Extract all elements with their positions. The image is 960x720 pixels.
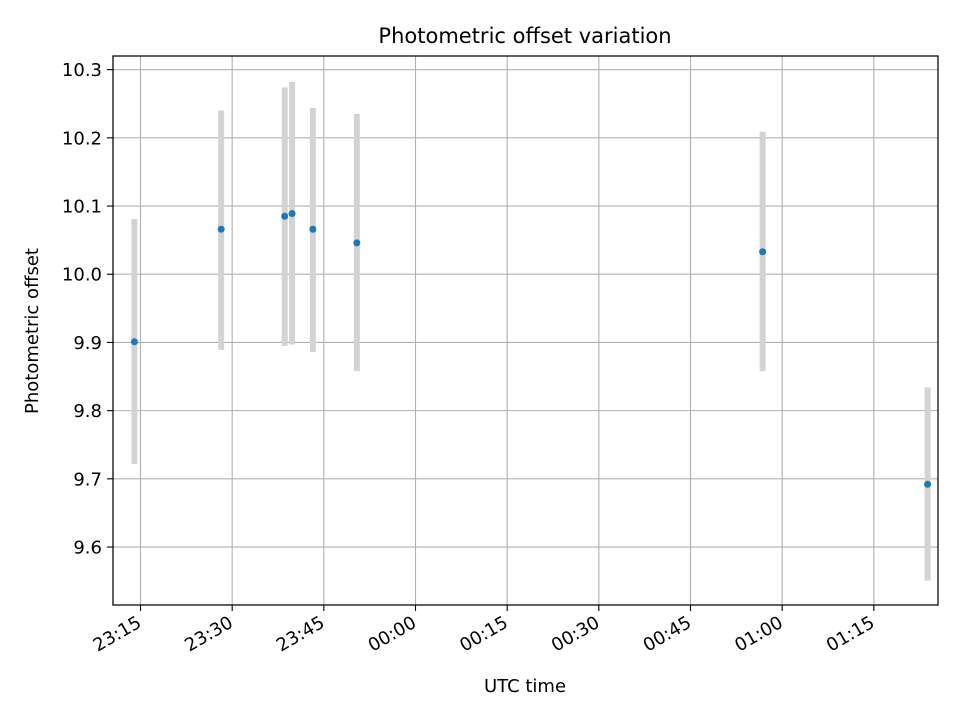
data-point — [130, 338, 138, 346]
x-axis-label: UTC time — [484, 676, 566, 697]
y-tick-label: 10.1 — [62, 197, 102, 218]
plot-frame — [112, 55, 939, 606]
data-point — [281, 212, 289, 220]
y-axis-ticks: 9.6 9.7 9.8 9.9 10.0 10.1 10.2 10.3 — [62, 60, 113, 559]
grid-lines — [113, 56, 938, 605]
chart-title: Photometric offset variation — [378, 24, 671, 48]
data-point — [288, 210, 296, 218]
y-tick-label: 9.7 — [73, 469, 102, 490]
y-tick-label: 9.8 — [73, 401, 102, 422]
y-tick-label: 9.9 — [73, 333, 102, 354]
data-point — [217, 225, 225, 233]
data-point — [759, 248, 767, 256]
y-tick-label: 10.0 — [62, 265, 102, 286]
data-point — [309, 225, 317, 233]
data-point — [924, 480, 932, 488]
y-tick-label: 10.2 — [62, 128, 102, 149]
y-tick-label: 10.3 — [62, 60, 102, 81]
y-axis-label: Photometric offset — [22, 248, 43, 414]
y-tick-label: 9.6 — [73, 538, 102, 559]
data-points — [130, 210, 932, 488]
data-point — [353, 239, 361, 247]
